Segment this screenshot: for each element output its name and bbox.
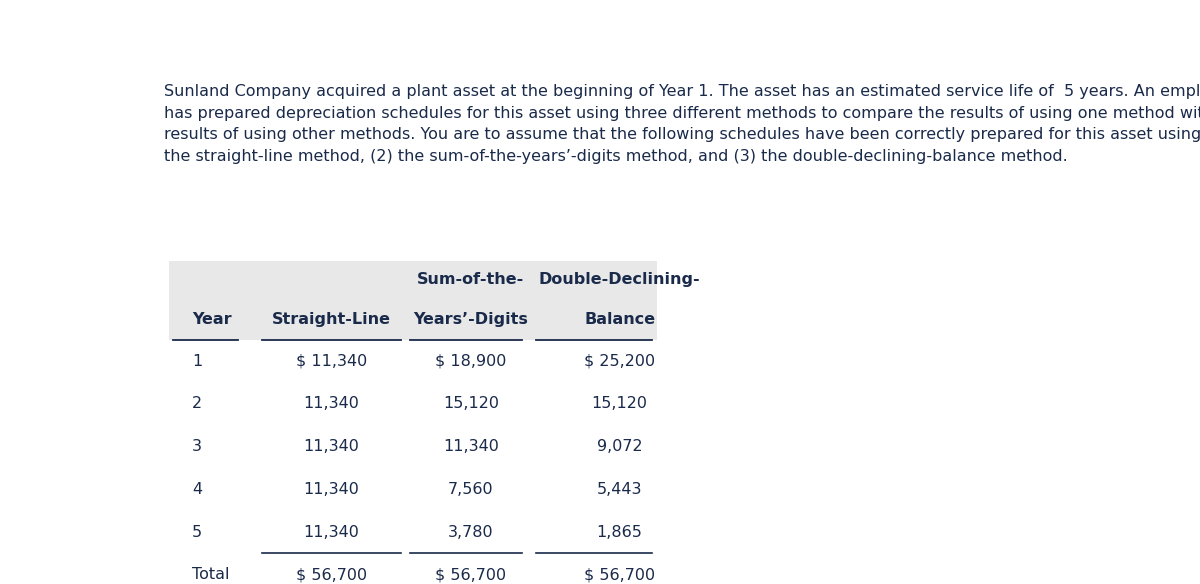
- Text: 11,340: 11,340: [304, 397, 359, 412]
- Text: 9,072: 9,072: [596, 439, 642, 454]
- Text: 4: 4: [192, 482, 202, 497]
- Text: $ 18,900: $ 18,900: [436, 354, 506, 369]
- Text: Double-Declining-: Double-Declining-: [539, 272, 701, 287]
- Text: 5,443: 5,443: [596, 482, 642, 497]
- Text: 11,340: 11,340: [304, 439, 359, 454]
- Text: 1: 1: [192, 354, 202, 369]
- Text: Sum-of-the-: Sum-of-the-: [418, 272, 524, 287]
- Text: 5: 5: [192, 524, 202, 540]
- Text: Years’-Digits: Years’-Digits: [414, 312, 528, 327]
- Text: Balance: Balance: [584, 312, 655, 327]
- Text: 11,340: 11,340: [304, 482, 359, 497]
- Text: 2: 2: [192, 397, 202, 412]
- Text: $ 56,700: $ 56,700: [436, 567, 506, 582]
- Text: 15,120: 15,120: [443, 397, 499, 412]
- Text: $ 56,700: $ 56,700: [295, 567, 367, 582]
- Bar: [168, 261, 656, 340]
- Text: $ 25,200: $ 25,200: [584, 354, 655, 369]
- Text: 11,340: 11,340: [443, 439, 499, 454]
- Text: the straight-line method, (2) the sum-of-the-years’-digits method, and (3) the d: the straight-line method, (2) the sum-of…: [164, 148, 1068, 164]
- Text: 1,865: 1,865: [596, 524, 642, 540]
- Text: 11,340: 11,340: [304, 524, 359, 540]
- Text: results of using other methods. You are to assume that the following schedules h: results of using other methods. You are …: [164, 127, 1200, 142]
- Text: Year: Year: [192, 312, 232, 327]
- Text: Total: Total: [192, 567, 229, 582]
- Text: Straight-Line: Straight-Line: [272, 312, 391, 327]
- Text: $ 11,340: $ 11,340: [295, 354, 367, 369]
- Text: $ 56,700: $ 56,700: [584, 567, 655, 582]
- Text: 3,780: 3,780: [448, 524, 493, 540]
- Text: 7,560: 7,560: [448, 482, 493, 497]
- Text: has prepared depreciation schedules for this asset using three different methods: has prepared depreciation schedules for …: [164, 106, 1200, 120]
- Text: Sunland Company acquired a plant asset at the beginning of Year 1. The asset has: Sunland Company acquired a plant asset a…: [164, 84, 1200, 99]
- Text: 3: 3: [192, 439, 202, 454]
- Text: 15,120: 15,120: [592, 397, 648, 412]
